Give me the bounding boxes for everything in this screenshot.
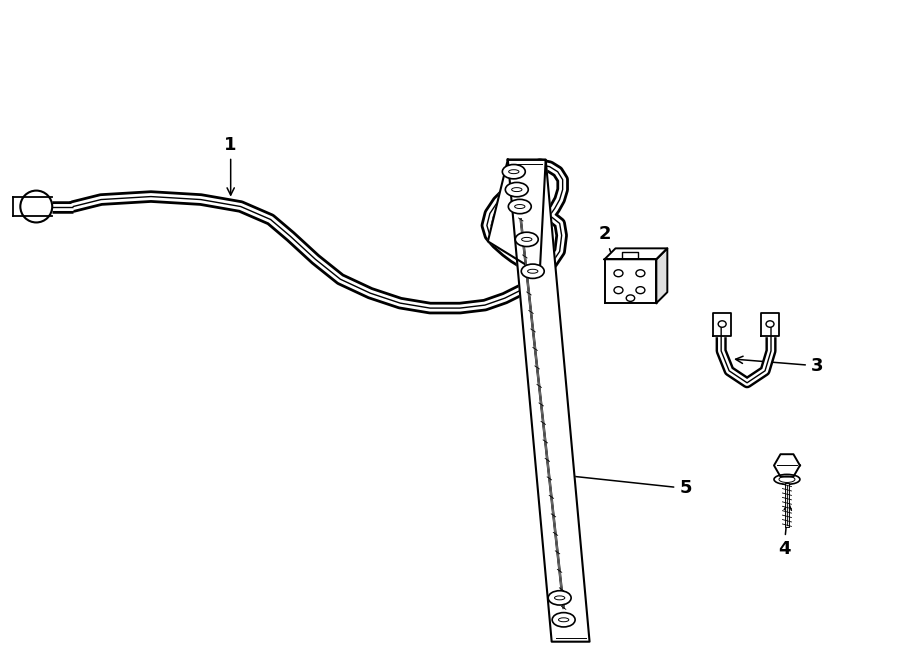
Ellipse shape — [502, 165, 526, 179]
Polygon shape — [605, 249, 667, 259]
Polygon shape — [656, 249, 667, 303]
Polygon shape — [605, 259, 656, 303]
Ellipse shape — [521, 264, 544, 278]
Ellipse shape — [516, 232, 538, 247]
Ellipse shape — [626, 295, 634, 301]
Text: 4: 4 — [778, 503, 791, 558]
Ellipse shape — [774, 475, 800, 485]
Ellipse shape — [548, 591, 572, 605]
Text: 5: 5 — [567, 476, 692, 497]
Text: 1: 1 — [224, 136, 237, 195]
Ellipse shape — [614, 287, 623, 293]
Polygon shape — [508, 160, 590, 642]
Polygon shape — [761, 313, 779, 336]
Polygon shape — [713, 313, 731, 336]
Ellipse shape — [614, 270, 623, 277]
Polygon shape — [774, 454, 800, 477]
Text: 3: 3 — [735, 356, 824, 375]
Text: 2: 2 — [598, 225, 621, 279]
Ellipse shape — [636, 270, 645, 277]
Ellipse shape — [718, 321, 726, 327]
Polygon shape — [488, 160, 545, 273]
Ellipse shape — [636, 287, 645, 293]
Ellipse shape — [508, 200, 531, 214]
Ellipse shape — [766, 321, 774, 327]
Ellipse shape — [505, 182, 528, 197]
Ellipse shape — [553, 613, 575, 627]
